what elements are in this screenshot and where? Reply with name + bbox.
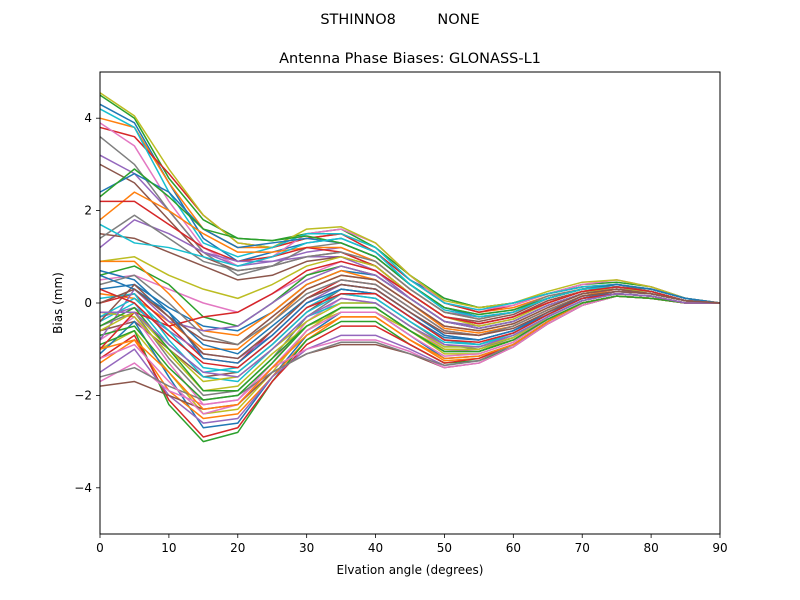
x-axis-label: Elvation angle (degrees) (337, 563, 484, 577)
series-line-s31 (99, 295, 720, 429)
y-tick-label: 4 (84, 111, 92, 125)
series-line-s53 (99, 295, 720, 392)
y-tick-label: −4 (74, 481, 92, 495)
x-axis-ticks: 0 10 20 30 40 50 60 70 80 90 (96, 534, 728, 555)
series-line-s46 (99, 274, 721, 346)
x-tick-label: 60 (506, 541, 521, 555)
series-line-s15 (99, 219, 721, 327)
x-tick-label: 80 (643, 541, 658, 555)
x-tick-label: 90 (712, 541, 727, 555)
series-line-s12 (99, 191, 721, 320)
series-line-s10 (99, 108, 721, 311)
chart-title: Antenna Phase Biases: GLONASS-L1 (279, 51, 541, 67)
y-axis-label: Bias (mm) (51, 272, 65, 334)
x-tick-label: 10 (161, 541, 176, 555)
series-line-s01 (99, 103, 721, 309)
series-lines (99, 92, 721, 443)
x-tick-label: 70 (575, 541, 590, 555)
y-axis-ticks: −4 −2 0 2 4 (74, 111, 100, 495)
x-tick-label: 30 (299, 541, 314, 555)
x-tick-label: 0 (96, 541, 104, 555)
x-tick-label: 40 (368, 541, 383, 555)
x-tick-label: 50 (437, 541, 452, 555)
y-tick-label: 0 (84, 296, 92, 310)
series-line-s55 (100, 293, 720, 378)
series-line-s56 (99, 283, 721, 360)
y-tick-label: 2 (84, 204, 92, 218)
figure-suptitle: STHINNO8 NONE (320, 12, 479, 28)
series-line-s44 (99, 260, 721, 350)
x-tick-label: 20 (230, 541, 245, 555)
series-line-s09 (99, 92, 721, 309)
y-tick-label: −2 (74, 388, 92, 402)
